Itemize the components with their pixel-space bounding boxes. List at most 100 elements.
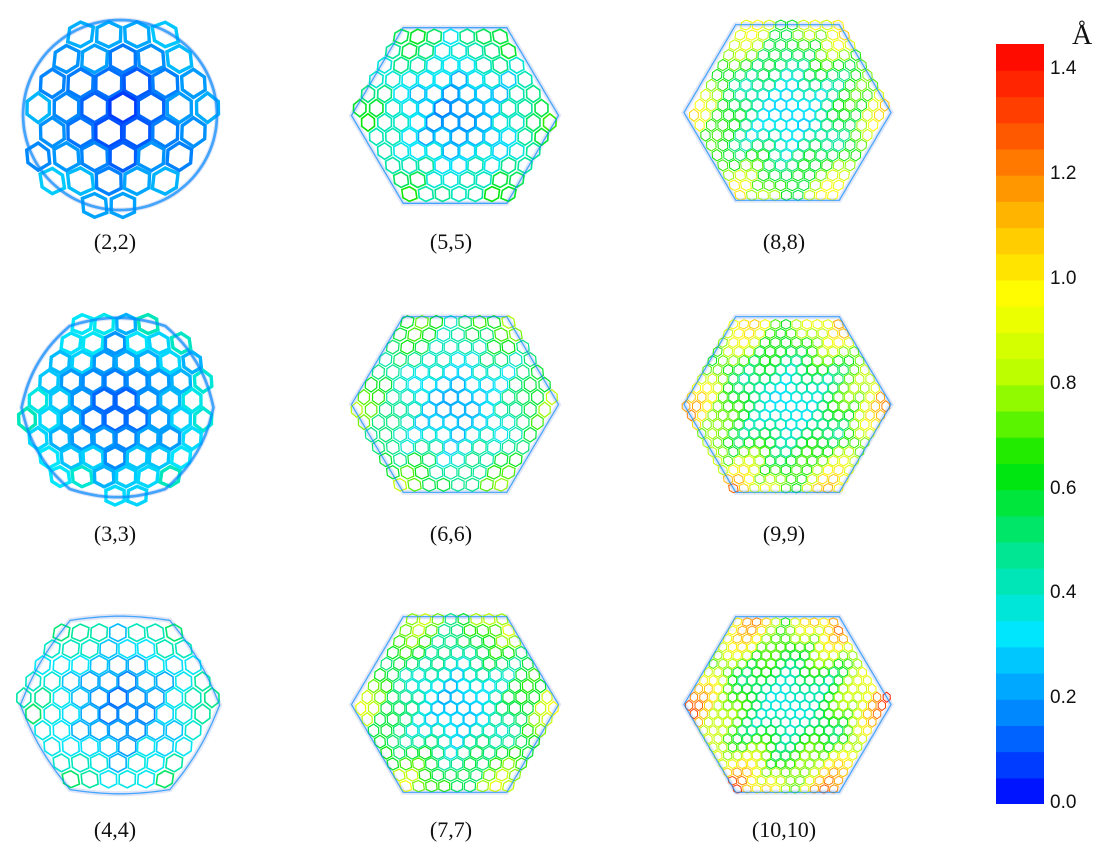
carbon-ring (385, 364, 400, 381)
carbon-ring (733, 328, 744, 339)
carbon-ring (442, 112, 460, 133)
carbon-ring (774, 118, 787, 132)
carbon-ring (127, 654, 147, 676)
carbon-ring (501, 439, 516, 456)
carbon-ring (437, 623, 451, 637)
carbon-ring (502, 711, 515, 727)
carbon-ring (486, 364, 502, 381)
carbon-ring (699, 708, 708, 720)
carbon-ring (108, 43, 138, 75)
carbon-ring (450, 645, 464, 660)
carbon-ring (828, 699, 839, 712)
carbon-ring (399, 645, 413, 660)
carbon-ring (34, 686, 52, 709)
carbon-ring (833, 691, 844, 703)
carbon-ring (392, 745, 406, 760)
carbon-ring (24, 671, 42, 692)
carbon-ring (795, 691, 805, 703)
carbon-ring (483, 70, 501, 89)
carbon-ring (108, 654, 128, 676)
carbon-ring (791, 409, 802, 422)
carbon-ring (814, 741, 825, 753)
carbon-ring (800, 784, 810, 794)
carbon-ring (785, 724, 796, 737)
carbon-ring (150, 20, 181, 49)
carbon-ring (833, 464, 844, 476)
carbon-ring (780, 767, 791, 778)
carbon-ring (828, 767, 839, 778)
carbon-ring (717, 159, 729, 172)
carbon-ring (759, 354, 771, 367)
carbon-ring (444, 634, 457, 649)
carbon-ring (491, 171, 509, 189)
carbon-ring (756, 758, 767, 770)
carbon-ring (713, 716, 723, 728)
carbon-ring (491, 141, 509, 161)
carbon-ring (766, 775, 776, 786)
carbon-ring (728, 355, 739, 367)
carbon-ring (761, 784, 771, 794)
carbon-ring (792, 68, 804, 82)
carbon-ring (792, 108, 804, 122)
carbon-ring (833, 641, 844, 653)
carbon-ring (745, 48, 758, 62)
carbon-ring (867, 683, 877, 695)
carbon-ring (127, 719, 147, 742)
carbon-ring (463, 734, 477, 749)
carbon-ring (722, 666, 733, 678)
carbon-ring (61, 638, 81, 659)
carbon-ring (386, 667, 400, 683)
carbon-ring (849, 418, 860, 431)
carbon-ring (780, 336, 791, 349)
carbon-ring (815, 88, 827, 102)
carbon-ring (785, 708, 796, 720)
carbon-ring (147, 405, 171, 433)
carbon-ring (515, 734, 528, 749)
carbon-ring (806, 381, 818, 395)
carbon-ring (717, 464, 728, 476)
carbon-ring (821, 159, 833, 172)
carbon-ring (738, 319, 750, 330)
carbon-ring (501, 315, 516, 329)
carbon-ring (803, 108, 816, 122)
carbon-ring (749, 427, 760, 440)
carbon-ring (48, 425, 72, 452)
carbon-ring (821, 19, 833, 31)
carbon-ring (796, 473, 807, 485)
carbon-ring (745, 128, 758, 142)
carbon-ring (181, 386, 203, 415)
carbon-ring (828, 683, 839, 695)
colorbar-band (996, 489, 1044, 517)
colorbar (996, 44, 1044, 804)
carbon-ring (815, 169, 827, 182)
carbon-ring (712, 346, 723, 358)
carbon-ring (848, 733, 858, 745)
fullerene-8-8 (681, 19, 894, 203)
carbon-ring (843, 741, 853, 753)
carbon-ring (764, 345, 776, 358)
carbon-ring (790, 767, 800, 778)
carbon-ring (711, 108, 723, 122)
carbon-ring (823, 708, 834, 720)
carbon-ring (746, 775, 757, 786)
carbon-ring (766, 708, 776, 720)
carbon-ring (799, 666, 810, 678)
carbon-ring (108, 623, 127, 643)
carbon-ring (508, 84, 525, 104)
carbon-ring (357, 388, 371, 406)
carbon-ring (414, 339, 430, 355)
carbon-ring (872, 691, 882, 703)
carbon-ring (819, 750, 829, 761)
carbon-ring (766, 724, 776, 737)
carbon-ring (801, 445, 813, 458)
carbon-ring (421, 477, 437, 492)
carbon-ring (728, 39, 741, 51)
colorbar-band (996, 306, 1044, 333)
carbon-ring (482, 700, 496, 716)
carbon-ring (743, 418, 755, 431)
carbon-ring (434, 42, 451, 60)
carbon-ring (38, 405, 60, 433)
carbon-ring (494, 327, 509, 342)
carbon-ring (801, 336, 813, 349)
